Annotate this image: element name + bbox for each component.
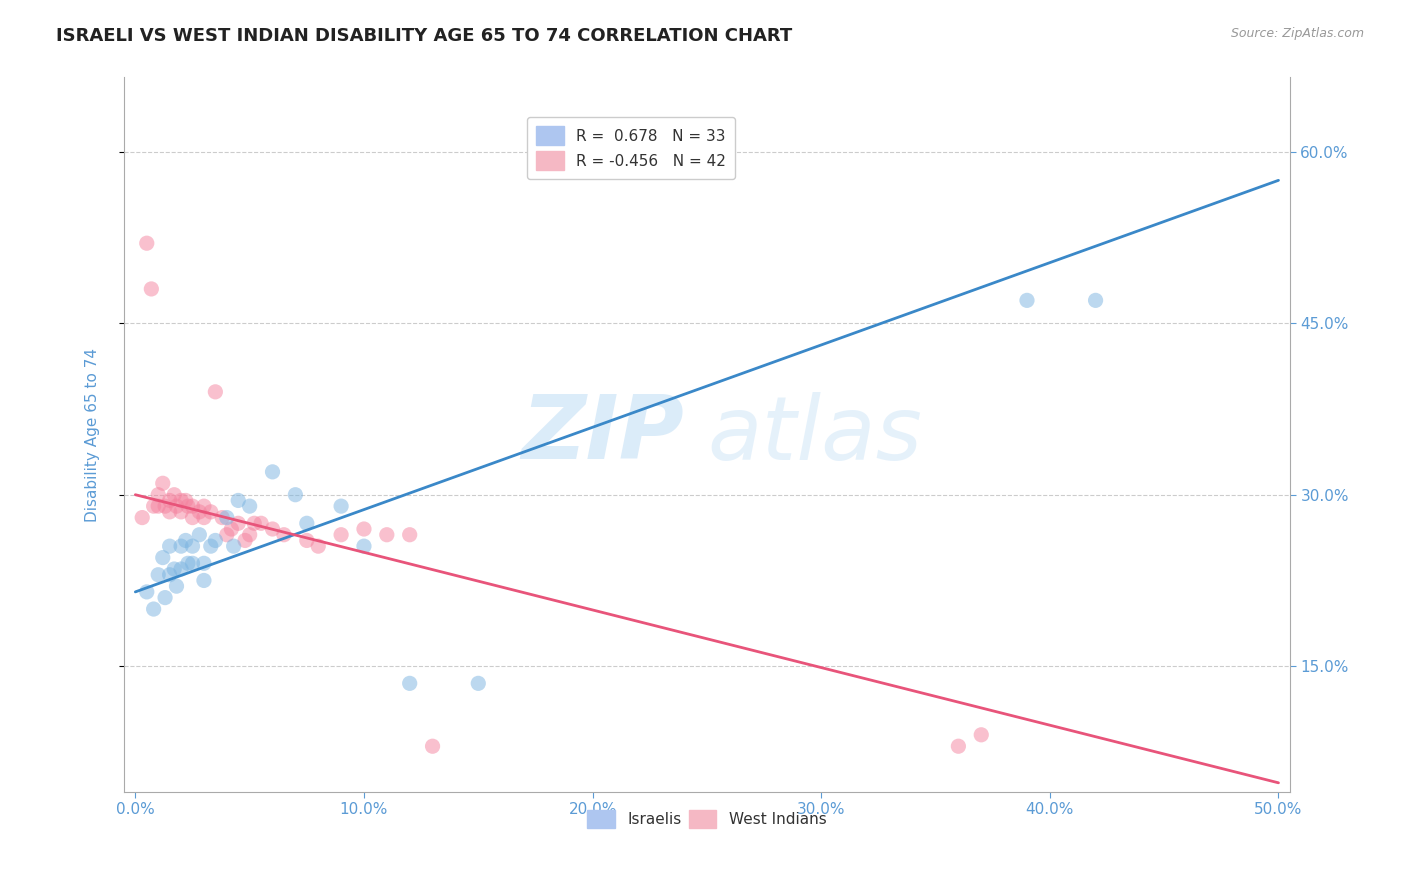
Y-axis label: Disability Age 65 to 74: Disability Age 65 to 74 [86, 348, 100, 522]
Point [181, 539, 204, 553]
Point [307, 539, 329, 553]
Point [200, 505, 222, 519]
Point [1084, 293, 1107, 308]
Point [295, 533, 318, 548]
Point [204, 384, 226, 399]
Point [142, 602, 165, 616]
Text: Source: ZipAtlas.com: Source: ZipAtlas.com [1230, 27, 1364, 40]
Point [970, 728, 993, 742]
Point [181, 499, 204, 513]
Point [284, 488, 307, 502]
Point [222, 539, 245, 553]
Text: ISRAELI VS WEST INDIAN DISABILITY AGE 65 TO 74 CORRELATION CHART: ISRAELI VS WEST INDIAN DISABILITY AGE 65… [56, 27, 793, 45]
Point [262, 465, 284, 479]
Point [170, 505, 193, 519]
Point [131, 510, 153, 524]
Point [226, 493, 249, 508]
Point [166, 499, 188, 513]
Point [353, 539, 375, 553]
Text: atlas: atlas [707, 392, 922, 478]
Point [330, 527, 353, 541]
Point [148, 567, 170, 582]
Point [148, 488, 170, 502]
Point [200, 539, 222, 553]
Point [193, 557, 215, 571]
Point [135, 236, 157, 251]
Point [181, 557, 204, 571]
Point [1015, 293, 1038, 308]
Point [152, 550, 174, 565]
Point [177, 499, 200, 513]
Point [239, 499, 262, 513]
Point [215, 527, 238, 541]
Point [948, 739, 970, 754]
Point [142, 499, 165, 513]
Point [159, 493, 181, 508]
Point [170, 539, 193, 553]
Point [262, 522, 284, 536]
Point [153, 499, 176, 513]
Point [135, 585, 157, 599]
Point [188, 505, 211, 519]
Point [204, 533, 226, 548]
Point [141, 282, 163, 296]
Point [170, 493, 193, 508]
Point [193, 510, 215, 524]
Point [181, 510, 204, 524]
Point [226, 516, 249, 531]
Point [250, 516, 273, 531]
Point [159, 539, 181, 553]
Point [273, 527, 295, 541]
Point [193, 574, 215, 588]
Point [188, 527, 211, 541]
Point [398, 676, 420, 690]
Point [243, 516, 266, 531]
Point [239, 527, 262, 541]
Point [353, 522, 375, 536]
Point [295, 516, 318, 531]
Point [153, 591, 176, 605]
Text: ZIP: ZIP [520, 392, 683, 478]
Point [211, 510, 233, 524]
Point [166, 579, 188, 593]
Point [159, 505, 181, 519]
Legend: Israelis, West Indians: Israelis, West Indians [581, 804, 832, 834]
Point [215, 510, 238, 524]
Point [174, 493, 197, 508]
Point [330, 499, 353, 513]
Point [375, 527, 398, 541]
Point [221, 522, 243, 536]
Point [163, 488, 186, 502]
Point [177, 557, 200, 571]
Point [163, 562, 186, 576]
Point [174, 533, 197, 548]
Point [233, 533, 256, 548]
Point [148, 499, 170, 513]
Point [152, 476, 174, 491]
Point [193, 499, 215, 513]
Point [422, 739, 444, 754]
Point [170, 562, 193, 576]
Point [159, 567, 181, 582]
Point [398, 527, 420, 541]
Point [467, 676, 489, 690]
